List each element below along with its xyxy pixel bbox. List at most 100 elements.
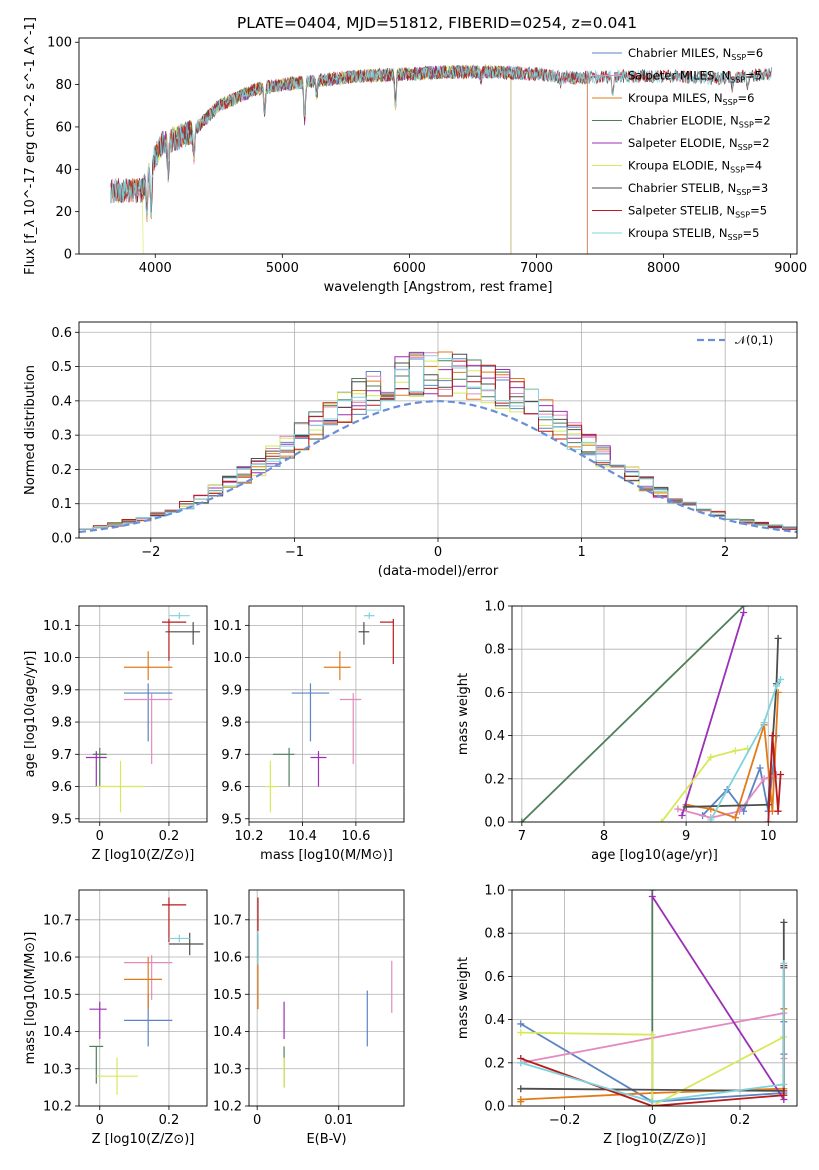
data-point	[123, 651, 173, 681]
y-tick-label: 10.3	[213, 1062, 242, 1077]
x-tick-label: 0	[648, 1113, 656, 1128]
axes-frame	[78, 889, 208, 1107]
plot-area	[518, 606, 785, 822]
y-tick-label: 9.8	[51, 716, 72, 731]
weight-marker	[780, 918, 788, 926]
y-tick-label: 9.6	[221, 780, 242, 795]
axes-frame	[78, 37, 798, 255]
y-tick-label: 0.3	[51, 429, 72, 444]
x-axis-label: Z [log10(Z/Z⊙)]	[92, 848, 195, 863]
x-tick-label: 10.4	[288, 829, 317, 844]
y-tick-label: 0.6	[484, 686, 505, 701]
x-tick-label: 0.2	[159, 829, 180, 844]
weight-marker	[760, 775, 768, 783]
x-axis-label: E(B-V)	[306, 1132, 346, 1147]
y-tick-label: 10.0	[43, 651, 72, 666]
x-tick-label: 0.2	[159, 1113, 180, 1128]
weight-marker	[517, 1059, 525, 1067]
weight-marker	[517, 1029, 525, 1037]
y-tick-label: 10.5	[213, 988, 242, 1003]
mass-vs-ebv-panel: 0 0.01 10.2 10.3 10.4 10.5 10.6 10.7 E(B-V)	[213, 889, 405, 1147]
y-tick-label: 0.1	[51, 497, 72, 512]
y-tick-label: 0.0	[484, 816, 505, 831]
data-point	[323, 651, 351, 681]
weight-vs-age-panel: 7 8 9 10 0.0 0.2 0.4 0.6 0.8 1.0 age [log10(age/yr…	[456, 600, 798, 863]
y-tick-label: 10.7	[43, 913, 72, 928]
y-tick-label: 10.1	[43, 619, 72, 634]
y-tick-label: 0.0	[51, 532, 72, 547]
data-point	[89, 1001, 107, 1039]
x-tick-label: 0	[253, 1113, 261, 1128]
y-tick-label: 0.6	[484, 970, 505, 985]
x-tick-label: 9	[682, 829, 690, 844]
legend-entry: Chabrier STELIB, NSSP=3	[628, 181, 768, 197]
y-tick-label: 0	[64, 248, 72, 263]
y-tick-label: 10.4	[43, 1025, 72, 1040]
x-tick-label: 0.01	[324, 1113, 353, 1128]
mass-vs-metallicity-panel: 0 0.2 10.2 10.3 10.4 10.5 10.6 10.7 Z [log10(Z/Z…	[23, 889, 208, 1147]
legend-entry: Kroupa STELIB, NSSP=5	[628, 226, 760, 242]
y-tick-label: 10.2	[43, 1100, 72, 1115]
spectrum-line	[110, 65, 772, 217]
x-axis-label: mass [log10(M/M⊙)]	[260, 848, 393, 863]
data-point	[162, 897, 187, 943]
x-tick-label: 10.6	[341, 829, 370, 844]
weight-line	[681, 612, 745, 816]
data-point	[89, 1045, 104, 1084]
data-point	[310, 751, 327, 787]
plot-area	[257, 897, 393, 1088]
legend-entry: Kroupa MILES, NSSP=6	[628, 91, 755, 107]
plot-area	[85, 612, 201, 813]
y-tick-label: 9.7	[221, 748, 242, 763]
spectrum-line	[142, 64, 512, 254]
weight-marker	[764, 818, 772, 822]
y-tick-label: 10.3	[43, 1062, 72, 1077]
weight-marker	[774, 807, 782, 815]
weight-marker	[678, 812, 686, 820]
weight-line	[710, 678, 782, 821]
y-tick-label: 0.4	[484, 1013, 505, 1028]
weight-line	[660, 747, 748, 822]
y-tick-label: 100	[47, 36, 72, 51]
axes-frame	[511, 605, 798, 823]
x-tick-label: −0.2	[549, 1113, 581, 1128]
y-tick-label: 1.0	[484, 600, 505, 615]
histogram-step	[79, 355, 797, 530]
y-tick-label: 0.6	[51, 326, 72, 341]
spectrum-line	[142, 64, 512, 254]
data-point	[123, 957, 163, 1010]
weight-marker	[707, 753, 715, 761]
age-vs-mass-panel: 10.2 10.4 10.6 9.5 9.6 9.7 9.8 9.9 10.0 10.1 mass …	[213, 605, 405, 863]
data-point	[291, 683, 330, 742]
x-tick-label: 0	[96, 829, 104, 844]
x-tick-label: 0	[96, 1113, 104, 1128]
weight-marker	[756, 764, 764, 772]
weight-line	[685, 692, 779, 819]
axes-frame	[511, 889, 798, 1107]
y-tick-label: 0.2	[484, 772, 505, 787]
normal-curve	[79, 400, 797, 534]
plot-area	[265, 612, 394, 813]
y-tick-label: 9.9	[221, 683, 242, 698]
weight-marker	[780, 1091, 788, 1099]
plot-area	[79, 351, 797, 534]
age-vs-metallicity-panel: 0 0.2 9.5 9.6 9.7 9.8 9.9 10.0 10.1 Z [log10(Z/Z⊙…	[23, 605, 208, 863]
x-tick-label: 7	[518, 829, 526, 844]
weight-marker	[740, 608, 748, 616]
plot-area	[110, 64, 772, 254]
spectrum-line	[110, 64, 588, 254]
data-point	[123, 693, 173, 764]
x-tick-label: 0.2	[730, 1113, 751, 1128]
plot-area	[89, 897, 204, 1095]
spectrum-line	[110, 65, 772, 211]
y-tick-label: 9.6	[51, 780, 72, 795]
spectrum-line	[142, 64, 512, 254]
x-tick-label: −1	[285, 545, 304, 560]
spectrum-line	[110, 65, 588, 254]
weight-line	[521, 606, 745, 822]
x-tick-label: −2	[141, 545, 160, 560]
y-tick-label: 9.9	[51, 683, 72, 698]
weight-marker	[517, 1020, 525, 1028]
weight-marker	[772, 682, 780, 690]
